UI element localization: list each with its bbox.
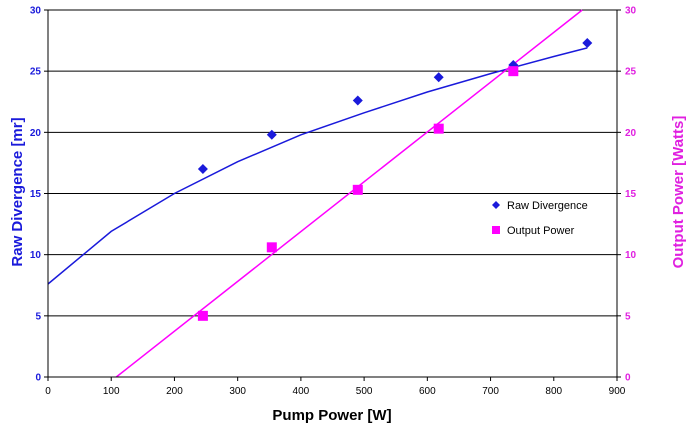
x-tick-label: 900 — [609, 386, 626, 397]
trend-line-output-power — [115, 9, 583, 378]
x-tick-label: 700 — [482, 386, 499, 397]
y-tick-label: 0 — [35, 373, 41, 384]
point-raw-divergence — [433, 72, 444, 83]
legend-label-output-power: Output Power — [507, 225, 575, 237]
y2-tick-label: 30 — [625, 6, 637, 17]
x-tick-label: 800 — [545, 386, 562, 397]
point-raw-divergence — [197, 164, 208, 175]
point-output-power — [197, 310, 208, 321]
legend-marker-output-power — [492, 226, 500, 234]
y-tick-label: 15 — [30, 189, 42, 200]
x-tick-label: 300 — [229, 386, 246, 397]
x-tick-label: 500 — [356, 386, 373, 397]
x-axis-label: Pump Power [W] — [272, 407, 391, 424]
axes — [44, 9, 621, 381]
y-tick-label: 20 — [30, 128, 42, 139]
gridlines — [48, 9, 617, 317]
legend: Raw Divergence Output Power — [492, 200, 588, 237]
point-raw-divergence — [266, 129, 277, 140]
x-tick-label: 400 — [293, 386, 310, 397]
y2-tick-label: 15 — [625, 189, 637, 200]
point-output-power — [508, 66, 519, 77]
point-output-power — [433, 123, 444, 134]
data-points — [197, 38, 593, 321]
y2-tick-label: 10 — [625, 250, 637, 261]
x-tick-label: 200 — [166, 386, 183, 397]
y2-tick-label: 25 — [625, 67, 637, 78]
x-tick-label: 0 — [45, 386, 51, 397]
trend-lines — [47, 9, 588, 378]
point-output-power — [352, 184, 363, 195]
legend-marker-raw-divergence — [492, 201, 500, 209]
y-tick-label: 5 — [35, 311, 41, 322]
y-axis-label: Raw Divergence [mr] — [9, 117, 26, 266]
y-tick-label: 30 — [30, 6, 42, 17]
trend-line-raw-divergence — [47, 47, 588, 285]
point-raw-divergence — [582, 38, 593, 49]
y2-tick-label: 0 — [625, 373, 631, 384]
x-tick-label: 100 — [103, 386, 120, 397]
y-tick-label: 10 — [30, 250, 42, 261]
y2-tick-label: 20 — [625, 128, 637, 139]
y-tick-label: 25 — [30, 67, 42, 78]
x-tick-label: 600 — [419, 386, 436, 397]
y2-axis-label: Output Power [Watts] — [670, 116, 687, 269]
legend-label-raw-divergence: Raw Divergence — [507, 200, 588, 212]
tick-labels: 0 100 200 300 400 500 600 700 800 900051015202530… — [30, 6, 637, 398]
point-raw-divergence — [352, 95, 363, 106]
y2-tick-label: 5 — [625, 311, 631, 322]
point-output-power — [266, 242, 277, 253]
